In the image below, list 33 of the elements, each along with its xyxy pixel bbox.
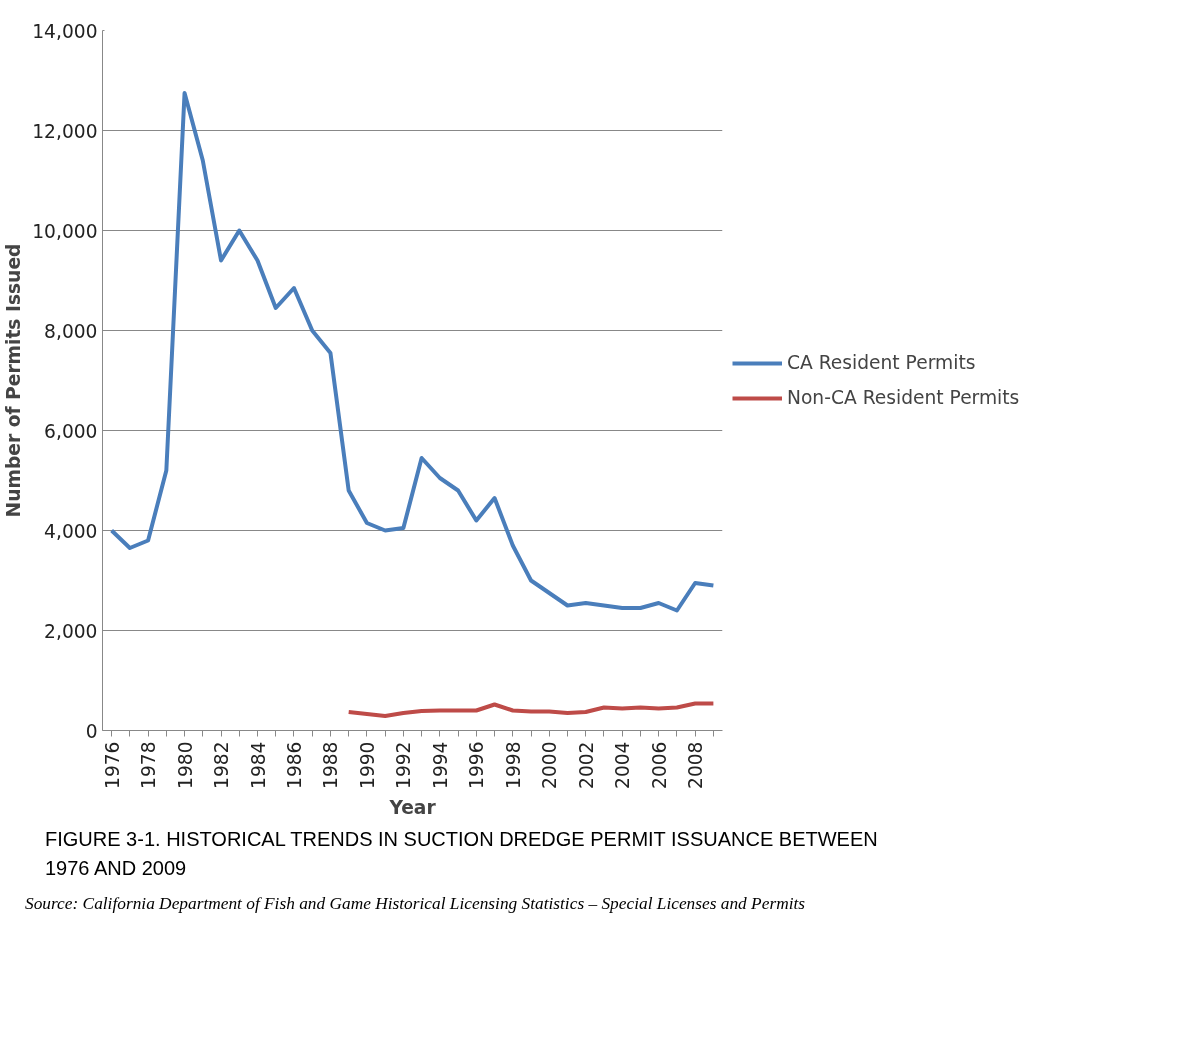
x-tick-label: 1996 <box>466 741 488 789</box>
y-tick-label: 2,000 <box>44 620 98 642</box>
legend-label: CA Resident Permits <box>787 352 976 373</box>
x-tick-label: 1976 <box>101 741 123 789</box>
x-tick-label: 1984 <box>247 741 269 789</box>
x-tick-label: 2004 <box>612 741 634 789</box>
y-tick-label: 0 <box>85 720 98 742</box>
x-tick-label: 1978 <box>138 741 160 789</box>
x-tick-label: 1992 <box>393 741 415 789</box>
y-tick-label: 14,000 <box>32 20 98 42</box>
x-tick-label: 1986 <box>283 741 305 789</box>
y-tick-label: 10,000 <box>32 220 98 242</box>
x-tick-label: 1998 <box>502 741 524 789</box>
x-tick-label: 1990 <box>356 741 378 789</box>
x-tick-label: 2002 <box>575 741 597 789</box>
text: FIGURE 3-1. HISTORICAL TRENDS IN SUCTION DREDGE PERMIT ISSUANCE BETWEEN 1976 AND 2009 <box>45 827 879 881</box>
line-series <box>346 701 716 718</box>
y-axis-title: Number of Permits Issued <box>3 243 25 518</box>
x-tick-label: 2000 <box>539 741 561 789</box>
legend-label: Non-CA Resident Permits <box>787 387 1020 408</box>
y-tick-label: 8,000 <box>44 320 98 342</box>
y-tick-label: 6,000 <box>44 420 98 442</box>
x-tick-label: 1988 <box>320 741 342 789</box>
x-tick-label: 2006 <box>648 741 670 789</box>
x-tick-label: 1982 <box>211 741 233 789</box>
x-tick-label: 1980 <box>174 741 196 789</box>
y-tick-label: 4,000 <box>44 520 98 542</box>
x-tick-label: 2008 <box>685 741 707 789</box>
y-tick-label: 12,000 <box>32 120 98 142</box>
line-series <box>109 91 716 613</box>
source-note: Source: California Department of Fish and Game Historical Licensing Statistics – Special Licenses and Permits <box>25 893 806 916</box>
x-axis-title: Year <box>388 796 437 818</box>
x-tick-label: 1994 <box>429 741 451 789</box>
